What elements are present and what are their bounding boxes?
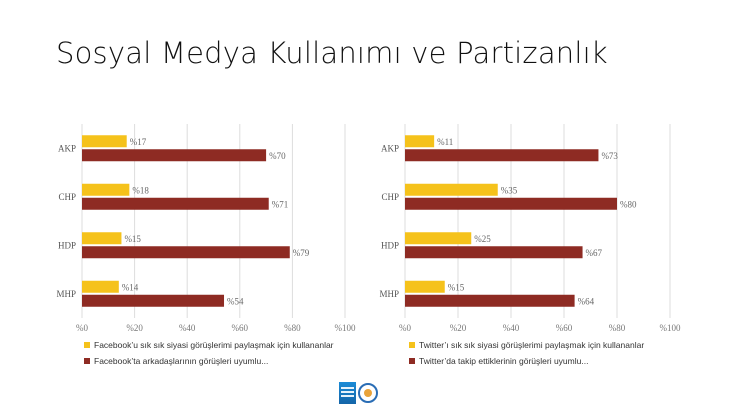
x-tick-label: %100 bbox=[660, 323, 681, 333]
category-label: HDP bbox=[58, 240, 76, 250]
legend-label: Twitter’ı sık sık siyasi görüşlerimi pay… bbox=[419, 340, 644, 350]
data-label: %70 bbox=[269, 151, 286, 161]
bar-yellow bbox=[405, 135, 435, 148]
legend-swatch bbox=[84, 358, 90, 364]
bar-red bbox=[82, 246, 290, 259]
category-label: CHP bbox=[58, 192, 76, 202]
x-tick-label: %0 bbox=[76, 323, 88, 333]
logo-left bbox=[339, 382, 356, 404]
x-tick-label: %40 bbox=[503, 323, 520, 333]
category-label: HDP bbox=[381, 240, 399, 250]
data-label: %79 bbox=[293, 248, 310, 258]
data-label: %71 bbox=[272, 199, 289, 209]
x-tick-label: %100 bbox=[335, 323, 356, 333]
bar-red bbox=[82, 294, 225, 307]
bar-yellow bbox=[405, 183, 498, 196]
category-label: CHP bbox=[381, 192, 399, 202]
x-tick-label: %20 bbox=[450, 323, 467, 333]
data-label: %67 bbox=[586, 248, 603, 258]
bar-yellow bbox=[82, 183, 130, 196]
data-label: %35 bbox=[501, 185, 518, 195]
bar-yellow bbox=[82, 232, 122, 245]
data-label: %54 bbox=[227, 296, 244, 306]
data-label: %15 bbox=[124, 234, 141, 244]
data-label: %11 bbox=[437, 137, 453, 147]
legend-swatch bbox=[409, 342, 415, 348]
x-tick-label: %60 bbox=[232, 323, 249, 333]
bar-red bbox=[82, 149, 267, 162]
bar-red bbox=[405, 149, 599, 162]
bar-yellow bbox=[405, 280, 445, 293]
bar-yellow bbox=[405, 232, 472, 245]
x-tick-label: %80 bbox=[609, 323, 626, 333]
data-label: %14 bbox=[122, 282, 139, 292]
bar-red bbox=[405, 246, 583, 259]
data-label: %17 bbox=[130, 137, 147, 147]
bar-red bbox=[405, 294, 575, 307]
data-label: %18 bbox=[132, 185, 149, 195]
data-label: %64 bbox=[578, 296, 595, 306]
legend-swatch bbox=[409, 358, 415, 364]
x-tick-label: %20 bbox=[126, 323, 143, 333]
bar-red bbox=[405, 197, 617, 210]
legend-label: Facebook’u sık sık siyasi görüşlerimi pa… bbox=[94, 340, 334, 350]
legend-label: Facebook’ta arkadaşlarının görüşleri uyu… bbox=[94, 356, 268, 366]
legend-label: Twitter’da takip ettiklerinin görüşleri … bbox=[419, 356, 588, 366]
bar-yellow bbox=[82, 280, 119, 293]
page-title: Sosyal Medya Kullanımı ve Partizanlık bbox=[56, 36, 608, 70]
legend-swatch bbox=[84, 342, 90, 348]
x-tick-label: %40 bbox=[179, 323, 196, 333]
x-tick-label: %0 bbox=[399, 323, 411, 333]
category-label: MHP bbox=[56, 289, 76, 299]
data-label: %25 bbox=[474, 234, 491, 244]
data-label: %80 bbox=[620, 199, 637, 209]
category-label: AKP bbox=[58, 143, 76, 153]
data-label: %73 bbox=[601, 151, 618, 161]
bar-red bbox=[82, 197, 269, 210]
x-tick-label: %60 bbox=[556, 323, 573, 333]
category-label: AKP bbox=[381, 143, 399, 153]
logo-right bbox=[358, 383, 378, 403]
category-label: MHP bbox=[379, 289, 399, 299]
bar-yellow bbox=[82, 135, 127, 148]
data-label: %15 bbox=[448, 282, 465, 292]
x-tick-label: %80 bbox=[284, 323, 301, 333]
